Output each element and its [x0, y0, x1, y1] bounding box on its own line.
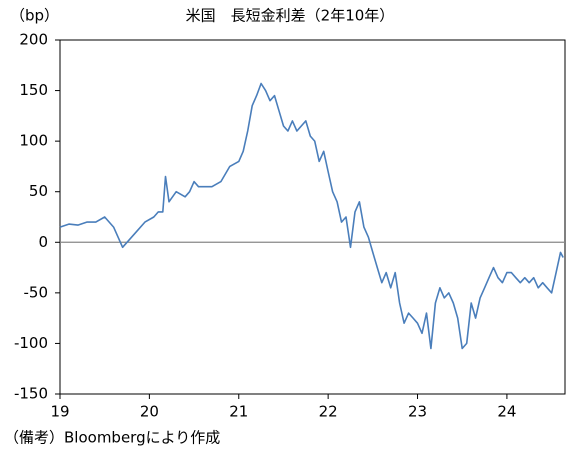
plot-frame [59, 39, 566, 395]
note: （備考）Bloombergにより作成 [4, 429, 220, 447]
x-tick-label: 22 [319, 403, 338, 421]
x-tick-label: 24 [497, 403, 516, 421]
x-tick-label: 21 [229, 403, 248, 421]
x-tick-label: 20 [140, 403, 159, 421]
x-tick-label: 23 [408, 403, 427, 421]
line-series [59, 82, 564, 350]
y-tick-label: 0 [38, 233, 48, 251]
chart-title: 米国 長短金利差（2年10年） [186, 7, 395, 25]
y-tick-label: 200 [19, 31, 48, 49]
y-tick-label: -100 [14, 334, 48, 352]
y-tick-label: 150 [19, 81, 48, 99]
y-axis-unit: （bp） [10, 7, 59, 25]
x-tick-label: 19 [50, 403, 69, 421]
y-tick-label: -150 [14, 385, 48, 403]
y-tick-label: 100 [19, 132, 48, 150]
y-tick-label: -50 [24, 283, 49, 301]
y-tick-label: 50 [29, 182, 48, 200]
